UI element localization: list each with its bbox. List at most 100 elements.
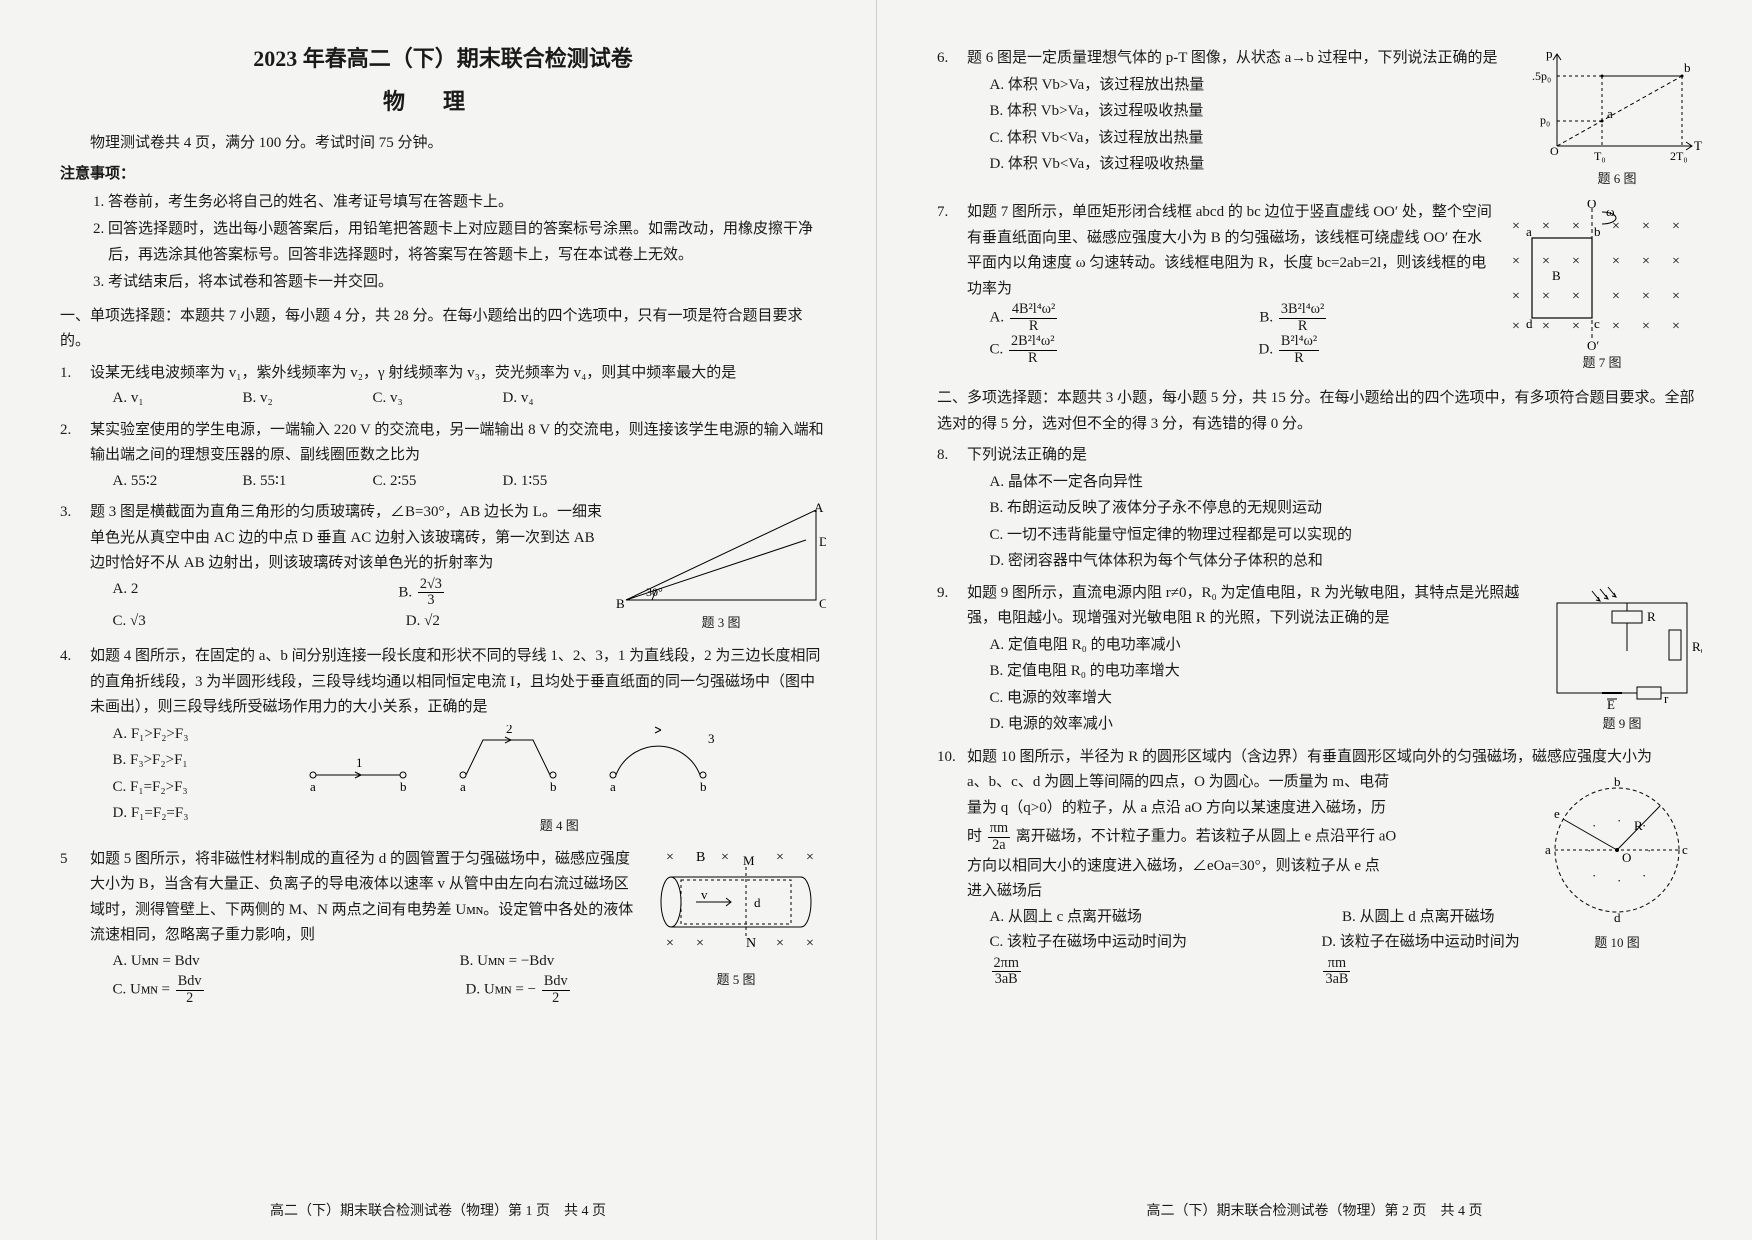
q5-num: 5 xyxy=(60,847,68,873)
svg-text:2: 2 xyxy=(506,725,513,736)
q6-pT-icon: T p a b 1.5p₀ p₀ T₀ 2T₀ O xyxy=(1532,46,1702,166)
q10-stem-a: 如题 10 图所示，半径为 R 的圆形区域内（含边界）有垂直圆形区域向外的匀强磁… xyxy=(967,749,1652,765)
svg-text:b: b xyxy=(550,779,557,794)
svg-text:R₀: R₀ xyxy=(1692,639,1702,654)
notice-item: 回答选择题时，选出每小题答案后，用铅笔把答题卡上对应题目的答案标号涂黑。如需改动… xyxy=(108,217,826,268)
q10-num: 10. xyxy=(937,745,956,771)
svg-text:·: · xyxy=(1592,868,1596,883)
svg-text:×: × xyxy=(776,936,784,951)
q3-options-row2: C. √3 D. √2 xyxy=(113,609,607,635)
svg-text:×: × xyxy=(1612,289,1620,304)
q8-opt-d: D. 密闭容器中气体体积为每个气体分子体积的总和 xyxy=(990,549,1703,575)
q1-opt-d: D. v₄ xyxy=(503,386,593,412)
q2-opt-b: B. 55∶1 xyxy=(243,469,333,495)
q6-stem: 题 6 图是一定质量理想气体的 p-T 图像，从状态 a→b 过程中，下列说法正… xyxy=(967,50,1498,66)
svg-text:C: C xyxy=(819,596,826,610)
q7-figure: ×××××× ×××××× ×××××× ×××××× O ω a b c d … xyxy=(1502,200,1702,374)
svg-text:×: × xyxy=(1642,254,1650,269)
svg-text:×: × xyxy=(1612,319,1620,334)
svg-text:×: × xyxy=(721,850,729,865)
svg-text:O: O xyxy=(1587,200,1596,211)
svg-text:1: 1 xyxy=(356,755,363,770)
q3-opt-c: C. √3 xyxy=(113,609,146,635)
svg-text:O: O xyxy=(1550,144,1559,158)
q3-fig-caption: 题 3 图 xyxy=(616,612,826,634)
notice-item: 考试结束后，将本试卷和答题卡一并交回。 xyxy=(108,270,826,296)
svg-text:×: × xyxy=(1572,254,1580,269)
question-4: 4. 如题 4 图所示，在固定的 a、b 间分别连接一段长度和形状不同的导线 1… xyxy=(60,644,826,841)
q7-fig-caption: 题 7 图 xyxy=(1502,352,1702,374)
svg-text:c: c xyxy=(1682,842,1688,857)
q7-loop-icon: ×××××× ×××××× ×××××× ×××××× O ω a b c d … xyxy=(1502,200,1702,350)
svg-text:·: · xyxy=(1592,818,1596,833)
svg-text:e: e xyxy=(1554,806,1560,821)
q5-figure: ×B××× ××N×× M v d 题 5 图 xyxy=(646,847,826,991)
q1-num: 1. xyxy=(60,361,71,387)
q9-num: 9. xyxy=(937,581,948,607)
svg-text:×: × xyxy=(1642,219,1650,234)
q1-opt-b: B. v₂ xyxy=(243,386,333,412)
svg-text:c: c xyxy=(1594,316,1600,331)
q4-stem: 如题 4 图所示，在固定的 a、b 间分别连接一段长度和形状不同的导线 1、2、… xyxy=(90,648,820,715)
svg-text:×: × xyxy=(1512,219,1520,234)
svg-text:1.5p₀: 1.5p₀ xyxy=(1532,69,1551,83)
q8-opt-c: C. 一切不违背能量守恒定律的物理过程都是可以实现的 xyxy=(990,523,1703,549)
svg-text:d: d xyxy=(754,895,761,910)
svg-text:·: · xyxy=(1642,868,1646,883)
q3-opt-b: B. 2√33 xyxy=(398,577,446,609)
svg-text:·: · xyxy=(1587,843,1591,858)
page-2: 6. T p a b xyxy=(876,0,1752,1240)
q4-num: 4. xyxy=(60,644,71,670)
q9-figure: R R₀ E r 题 9 图 xyxy=(1542,581,1702,735)
q8-stem: 下列说法正确的是 xyxy=(967,447,1087,463)
svg-text:b: b xyxy=(1594,224,1601,239)
q3-triangle-icon: A B C D 30° xyxy=(616,500,826,610)
svg-text:×: × xyxy=(1642,289,1650,304)
question-3: 3. A B C D 30° 题 3 图 题 3 图是横截面为直角三角形的匀质玻… xyxy=(60,500,826,638)
q4-options: A. F₁>F₂>F₃ B. F₃>F₂>F₁ C. F₁=F₂>F₃ D. F… xyxy=(113,721,293,841)
q1-opt-a: A. v₁ xyxy=(113,386,203,412)
notice-item: 答卷前，考生务必将自己的姓名、准考证号填写在答题卡上。 xyxy=(108,190,826,216)
q8-options: A. 晶体不一定各向异性 B. 布朗运动反映了液体分子永不停息的无规则运动 C.… xyxy=(990,470,1703,575)
question-8: 8. 下列说法正确的是 A. 晶体不一定各向异性 B. 布朗运动反映了液体分子永… xyxy=(937,443,1702,575)
svg-text:2T₀: 2T₀ xyxy=(1670,149,1688,163)
q10-circle-icon: ··· ·· ··· a c b d e O R xyxy=(1532,770,1702,930)
svg-text:×: × xyxy=(1542,254,1550,269)
q7-stem: 如题 7 图所示，单匝矩形闭合线框 abcd 的 bc 边位于竖直虚线 OO′ … xyxy=(967,204,1492,297)
svg-text:×: × xyxy=(1542,319,1550,334)
svg-text:×: × xyxy=(1642,319,1650,334)
q8-opt-a: A. 晶体不一定各向异性 xyxy=(990,470,1703,496)
svg-text:×: × xyxy=(696,936,704,951)
svg-text:×: × xyxy=(1542,289,1550,304)
q10-opt-c: C. 该粒子在磁场中运动时间为 2πm3aB xyxy=(990,930,1192,988)
svg-text:×: × xyxy=(1612,254,1620,269)
svg-text:×: × xyxy=(1672,289,1680,304)
q7-opt-b: B. 3B²l⁴ω²R xyxy=(1259,302,1328,334)
svg-text:M: M xyxy=(743,853,755,868)
q9-fig-caption: 题 9 图 xyxy=(1542,713,1702,735)
svg-text:×: × xyxy=(1542,219,1550,234)
notice-list: 答卷前，考生务必将自己的姓名、准考证号填写在答题卡上。 回答选择题时，选出每小题… xyxy=(60,190,826,296)
section-1-title: 一、单项选择题：本题共 7 小题，每小题 4 分，共 28 分。在每小题给出的四… xyxy=(60,304,826,355)
q2-opt-c: C. 2∶55 xyxy=(373,469,463,495)
svg-text:×: × xyxy=(1572,219,1580,234)
exam-title: 2023 年春高二（下）期末联合检测试卷 xyxy=(60,40,826,77)
q7-options-row2: C. 2B²l⁴ω²R D. B²l⁴ω²R xyxy=(990,334,1493,366)
svg-text:·: · xyxy=(1647,843,1651,858)
svg-text:b: b xyxy=(1614,774,1621,789)
svg-text:p₀: p₀ xyxy=(1540,113,1550,127)
q3-options-row1: A. 2 B. 2√33 xyxy=(113,577,607,609)
svg-text:O: O xyxy=(1622,850,1631,865)
q9-stem: 如题 9 图所示，直流电源内阻 r≠0，R₀ 为定值电阻，R 为光敏电阻，其特点… xyxy=(967,585,1519,627)
svg-text:×: × xyxy=(1672,254,1680,269)
q5-opt-d: D. Uᴍɴ = − Bdv2 xyxy=(466,974,572,1006)
q6-num: 6. xyxy=(937,46,948,72)
svg-text:×: × xyxy=(666,850,674,865)
q5-opt-c: C. Uᴍɴ = Bdv2 xyxy=(113,974,206,1006)
question-6: 6. T p a b xyxy=(937,46,1702,194)
q6-figure: T p a b 1.5p₀ p₀ T₀ 2T₀ O xyxy=(1532,46,1702,190)
q3-opt-d: D. √2 xyxy=(406,609,440,635)
q2-stem: 某实验室使用的学生电源，一端输入 220 V 的交流电，另一端输出 8 V 的交… xyxy=(90,422,824,464)
q5-opt-b: B. Uᴍɴ = −Bdv xyxy=(460,949,555,975)
svg-text:v: v xyxy=(701,887,708,902)
